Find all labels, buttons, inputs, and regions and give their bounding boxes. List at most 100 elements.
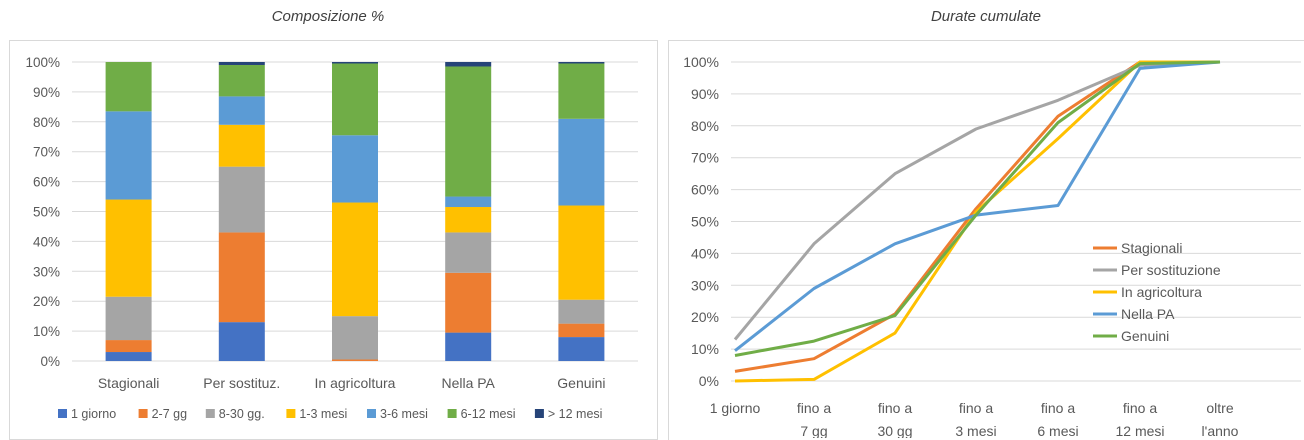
legend-label: 1-3 mesi — [299, 407, 347, 421]
y-tick-label: 40% — [691, 245, 719, 261]
legend-label: 3-6 mesi — [380, 407, 428, 421]
legend-label: 8-30 gg. — [219, 407, 265, 421]
y-tick-label: 50% — [691, 214, 719, 230]
y-tick-label: 20% — [691, 309, 719, 325]
bar-segment — [218, 62, 265, 65]
y-tick-label: 70% — [33, 145, 60, 160]
line-chart-panel: 0% 10% 20% 30% 40% 50% 60% 70% 80% 90% 100% 1 giorn… — [668, 40, 1304, 440]
bar-segment — [558, 62, 605, 64]
legend-label: 2-7 gg — [152, 407, 187, 421]
legend-swatch — [367, 409, 376, 418]
x-tick-label: fino a — [878, 400, 912, 416]
bar-segment — [445, 332, 492, 361]
bar-segment — [558, 299, 605, 324]
bar-segment — [445, 232, 492, 273]
bar-segment — [445, 207, 492, 233]
x-tick-label: l'anno — [1202, 423, 1239, 438]
x-tick-label: 1 giorno — [710, 400, 761, 416]
y-tick-label: 100% — [683, 54, 719, 70]
x-tick-label: oltre — [1206, 400, 1233, 416]
y-tick-label: 30% — [691, 277, 719, 293]
bar-segment — [558, 205, 605, 300]
bar-segment — [332, 62, 378, 64]
bar-segment — [105, 352, 152, 361]
bar-segment — [445, 196, 492, 208]
y-tick-label: 30% — [33, 264, 60, 279]
y-tick-label: 100% — [25, 55, 60, 70]
bar-segment — [218, 96, 265, 125]
x-tick-label: fino a — [797, 400, 831, 416]
bar-segment — [105, 296, 152, 341]
bar-segment — [218, 64, 265, 97]
cumulative-line-chart: 0% 10% 20% 30% 40% 50% 60% 70% 80% 90% 100% 1 giorn… — [683, 54, 1301, 438]
legend-label: Nella PA — [1121, 306, 1175, 322]
series-line — [734, 60, 1221, 357]
y-tick-label: 90% — [33, 85, 60, 100]
x-tick-label: Per sostituz. — [203, 375, 280, 391]
legend-swatch — [58, 409, 67, 418]
legend-swatch — [205, 409, 215, 418]
bar-segment — [445, 272, 492, 333]
bar-segment — [558, 323, 605, 338]
bar-segment — [332, 135, 378, 203]
bar-segment — [558, 337, 605, 361]
x-tick-label: In agricoltura — [315, 375, 396, 391]
bar-segment — [558, 63, 605, 119]
bar-segment — [332, 202, 378, 317]
x-tick-label: Nella PA — [441, 375, 495, 391]
legend-label: Stagionali — [1121, 240, 1183, 256]
y-tick-label: 40% — [33, 234, 60, 249]
y-tick-label: 90% — [691, 86, 719, 102]
x-tick-label: fino a — [1041, 400, 1075, 416]
bar-segment — [558, 118, 605, 206]
x-tick-label: 6 mesi — [1037, 423, 1078, 438]
stacked-bar-chart: 0% 10% 20% 30% 40% 50% 60% 70% 80% 90% 100% Stagion… — [25, 55, 638, 421]
x-tick-label: Stagionali — [98, 375, 160, 391]
y-tick-label: 80% — [33, 115, 60, 130]
bar-segment — [445, 62, 492, 67]
bar-segment — [105, 111, 152, 200]
y-tick-label: 50% — [33, 205, 60, 220]
y-tick-label: 10% — [691, 341, 719, 357]
x-tick-label: fino a — [1123, 400, 1157, 416]
x-tick-label: fino a — [959, 400, 993, 416]
bar-segment — [332, 63, 378, 136]
x-tick-label: 7 gg — [800, 423, 827, 438]
bar-segment — [218, 166, 265, 233]
bar-segment — [218, 322, 265, 361]
legend-label: 1 giorno — [71, 407, 116, 421]
x-tick-label: Genuini — [557, 375, 605, 391]
y-tick-label: 20% — [33, 294, 60, 309]
stacked-bar-chart-panel: 0% 10% 20% 30% 40% 50% 60% 70% 80% 90% 100% Stagion… — [9, 40, 658, 440]
bar-segment — [332, 359, 378, 361]
y-tick-label: 60% — [691, 182, 719, 198]
y-tick-label: 60% — [33, 175, 60, 190]
legend-swatch — [534, 409, 544, 418]
y-tick-label: 70% — [691, 150, 719, 166]
y-tick-label: 0% — [699, 373, 719, 389]
series-line — [734, 60, 1220, 373]
bar-segment — [105, 199, 152, 297]
legend-label: 6-12 mesi — [461, 407, 516, 421]
bar-segment — [332, 316, 378, 360]
bar-segment — [445, 66, 492, 197]
y-tick-label: 80% — [691, 118, 719, 134]
legend-label: In agricoltura — [1121, 284, 1202, 300]
x-tick-label: 3 mesi — [955, 423, 996, 438]
legend-label: Per sostituzione — [1121, 262, 1221, 278]
bar-segment — [218, 124, 265, 167]
bar-segment — [218, 232, 265, 323]
y-tick-label: 0% — [40, 354, 60, 369]
legend-label: Genuini — [1121, 328, 1169, 344]
legend-swatch — [447, 409, 457, 418]
y-tick-label: 10% — [33, 324, 60, 339]
legend-swatch — [138, 409, 148, 418]
legend-label: > 12 mesi — [548, 407, 603, 421]
series-line — [734, 60, 1220, 383]
left-chart-title: Composizione % — [271, 8, 385, 25]
right-chart-title: Durate cumulate — [930, 8, 1042, 25]
bar-segment — [105, 340, 152, 353]
x-tick-label: 30 gg — [877, 423, 912, 438]
legend-swatch — [286, 409, 296, 418]
bar-segment — [105, 62, 152, 112]
